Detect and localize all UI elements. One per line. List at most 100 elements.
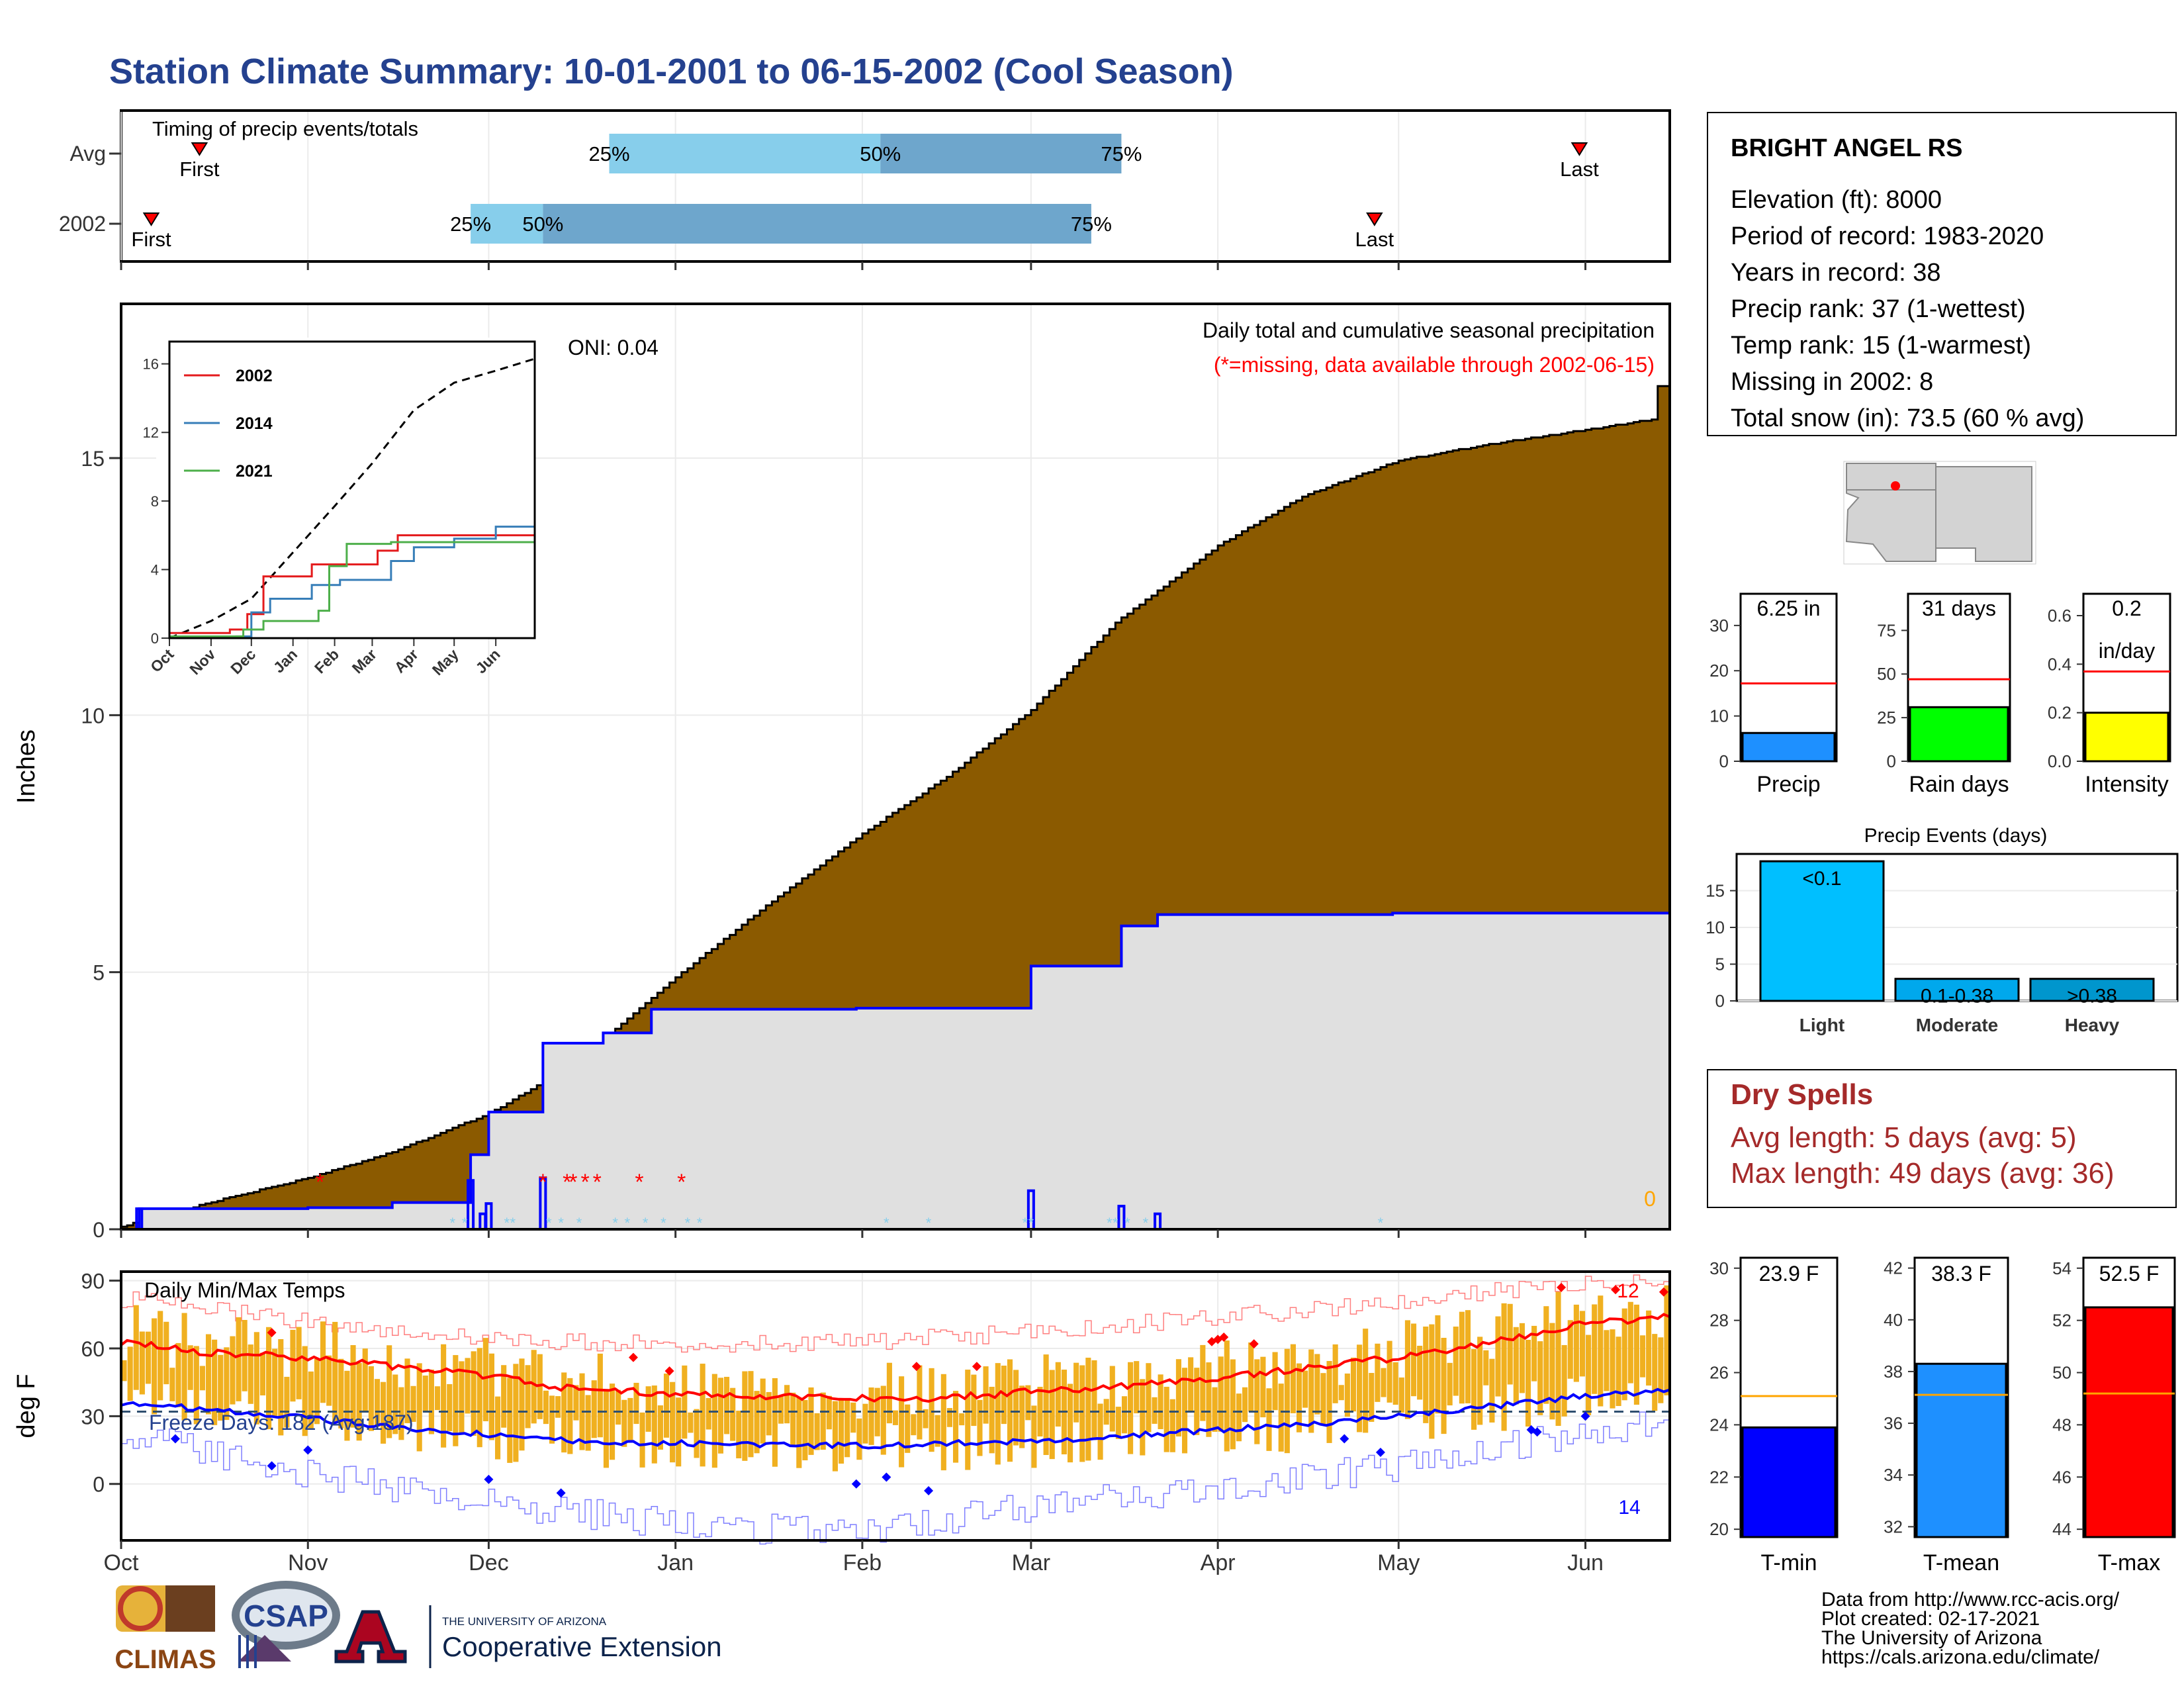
dry-spells-title: Dry Spells [1731, 1078, 1873, 1111]
mini-precip-value-label: 6.25 in [1756, 596, 1820, 620]
daily-temp-bar [543, 1390, 549, 1425]
daily-temp-bar [1567, 1320, 1573, 1379]
daily-temp-bar [1646, 1310, 1652, 1386]
daily-temp-bar [1158, 1374, 1163, 1429]
daily-temp-bar [477, 1348, 482, 1448]
temp-y-tick-label: 90 [81, 1270, 105, 1293]
trace-asterisk: * [558, 1215, 564, 1231]
month-axis: Oct Nov Dec Jan Feb Mar Apr May Jun [104, 261, 1604, 1575]
timing-avg-p25-label: 25% [588, 142, 629, 165]
daily-temp-bar [1338, 1385, 1344, 1401]
daily-temp-bar [488, 1353, 495, 1440]
daily-temp-bar [1344, 1373, 1350, 1417]
daily-temp-bar [886, 1362, 892, 1424]
record-high-count: 12 [1617, 1280, 1639, 1302]
climas-logo: CLIMAS [114, 1585, 216, 1674]
daily-temp-bar [133, 1305, 139, 1390]
temp-bar-t-max-bar [2084, 1306, 2174, 1538]
cumulative-2002-line [121, 908, 1671, 1231]
missing-day-asterisk: * [316, 1170, 324, 1195]
record-low-marker [1340, 1434, 1349, 1444]
events-moderate-category-label: Moderate [1916, 1015, 1998, 1035]
daily-temp-bar [1477, 1336, 1483, 1425]
temp-y-axis-label: deg F [13, 1374, 40, 1438]
daily-temp-bar [1097, 1403, 1103, 1460]
daily-temp-bar [1224, 1340, 1230, 1452]
daily-temp-bar [381, 1382, 387, 1444]
record-low-marker [484, 1474, 494, 1484]
temp-bar-t-mean-tick-label: 42 [1884, 1258, 1903, 1278]
daily-temp-bar [784, 1385, 790, 1424]
daily-temp-bar [1525, 1340, 1531, 1427]
daily-temp-bar [1357, 1344, 1363, 1432]
mini-rain-days-tick-label: 0 [1887, 751, 1896, 771]
inset-y-tick-label: 4 [151, 561, 159, 578]
timing-avg-first-label: First [179, 158, 220, 181]
university-of-arizona-logo: THE UNIVERSITY OF ARIZONA Cooperative Ex… [334, 1605, 722, 1668]
daily-temp-bar [832, 1401, 839, 1472]
daily-temp-bar [374, 1379, 381, 1427]
timing-avg-last-marker [1570, 142, 1588, 156]
missing-day-asterisk: * [677, 1170, 686, 1195]
daily-temp-bar [1513, 1327, 1519, 1405]
missing-day-asterisk: * [580, 1170, 589, 1195]
temp-bar-t-mean-bar [1915, 1362, 2007, 1538]
temp-summary-bars: 23.9 F 20 22 24 26 28 30 T-min 38.3 F 32 34 36 38 40 4… [1709, 1256, 2176, 1575]
dry-spells-avg: Avg length: 5 days (avg: 5) [1731, 1121, 2077, 1154]
timing-avg-p50-label: 50% [860, 142, 901, 165]
daily-temp-bar [651, 1385, 657, 1464]
station-location-marker [1891, 481, 1900, 491]
daily-temp-bar [1501, 1303, 1507, 1431]
daily-temp-bar [434, 1386, 441, 1411]
daily-temp-bar [121, 1360, 127, 1382]
daily-temp-bar [387, 1345, 392, 1438]
daily-temp-bar [145, 1331, 152, 1384]
cumulative-2002-area [121, 908, 1670, 1229]
daily-temp-bar [453, 1355, 459, 1446]
daily-temp-bar [1326, 1360, 1332, 1443]
daily-temp-bar [1423, 1326, 1429, 1423]
events-light-bar-label: <0.1 [1802, 868, 1841, 890]
record-high-marker [1219, 1332, 1229, 1342]
daily-temp-bar [1242, 1387, 1248, 1423]
precip-caption: Daily total and cumulative seasonal prec… [1203, 318, 1655, 342]
daily-temp-bar [676, 1397, 682, 1467]
timing-2002-p25-label: 25% [450, 212, 491, 236]
missing-day-asterisk: * [539, 1170, 547, 1195]
daily-temp-bar [495, 1396, 501, 1460]
timing-2002-first-marker [142, 212, 160, 226]
record-high-line [121, 1274, 1670, 1353]
oni-label: ONI: 0.04 [568, 336, 659, 359]
record-high-marker [1249, 1339, 1259, 1349]
daily-temp-bar [766, 1391, 772, 1436]
timing-2002-last-marker [1366, 212, 1383, 226]
mini-intensity-tick-label: 0.4 [2048, 654, 2071, 674]
daily-temp-bar [428, 1369, 434, 1434]
temp-panel: 0 30 60 90 deg F Daily Min/Max Temps Freeze… [13, 1270, 1671, 1545]
daily-temp-bar [296, 1327, 302, 1399]
daily-temp-bar [657, 1405, 663, 1450]
daily-temp-bar [1441, 1338, 1447, 1434]
daily-temp-bar [1230, 1359, 1236, 1450]
daily-temp-bar [1188, 1357, 1194, 1411]
inset-series-2021 [169, 541, 535, 637]
events-tick-label: 15 [1706, 881, 1725, 901]
daily-temp-bar [410, 1385, 416, 1422]
station-line-years: Years in record: 38 [1731, 259, 1941, 287]
temp-bar-t-min-name: T-min [1761, 1550, 1817, 1575]
daily-temp-bar [1633, 1304, 1639, 1405]
daily-temp-bar [808, 1387, 814, 1455]
inset-legend-2021: 2021 [236, 462, 273, 481]
daily-temp-bar [850, 1402, 856, 1433]
daily-temp-bar [724, 1376, 730, 1434]
daily-temp-bar [1248, 1342, 1254, 1412]
daily-temp-bar [1350, 1357, 1357, 1412]
temp-bar-t-max-tick-label: 46 [2052, 1467, 2071, 1487]
daily-temp-bar [1453, 1327, 1459, 1396]
daily-temp-bar [694, 1409, 700, 1458]
month-label: Feb [843, 1550, 882, 1575]
daily-temp-bar [989, 1386, 995, 1454]
mini-precip-tick-label: 30 [1709, 616, 1729, 635]
daily-temp-bar [561, 1372, 567, 1453]
daily-temp-bar [1091, 1360, 1097, 1440]
